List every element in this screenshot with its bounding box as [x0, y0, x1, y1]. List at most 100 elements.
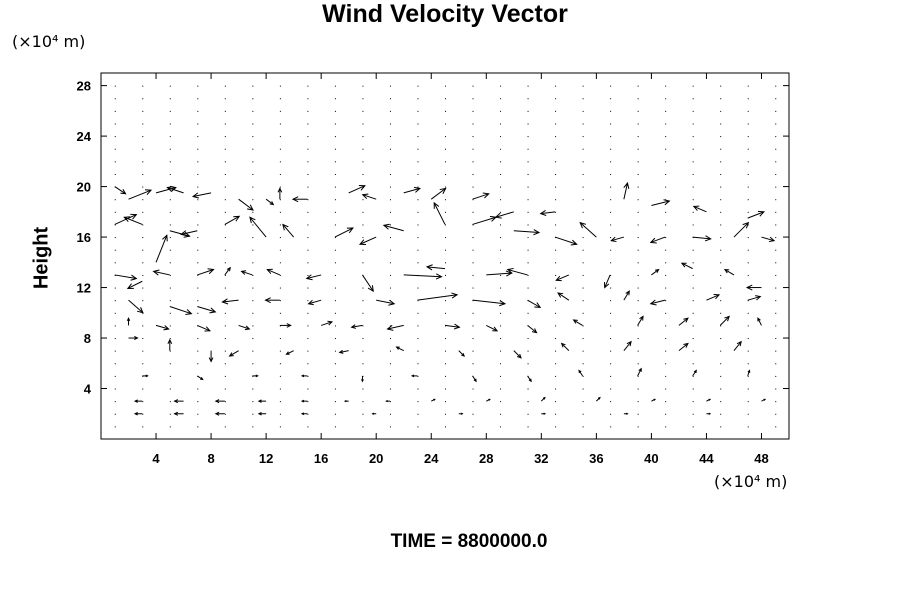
calm-dot	[389, 237, 391, 239]
wind-vector	[678, 342, 689, 352]
calm-dot	[775, 237, 777, 239]
calm-dot	[637, 401, 639, 403]
calm-dot	[555, 325, 557, 327]
calm-dot	[279, 199, 281, 201]
calm-dot	[307, 98, 309, 100]
wind-vector	[128, 189, 153, 200]
calm-dot	[417, 312, 419, 314]
calm-dot	[720, 287, 722, 289]
calm-dot	[417, 426, 419, 428]
calm-dot	[692, 413, 694, 415]
calm-dot	[362, 199, 364, 201]
calm-dot	[665, 413, 667, 415]
calm-dot	[445, 262, 446, 264]
x-axis-unit: (×10⁴ m)	[714, 472, 788, 491]
calm-dot	[389, 173, 391, 175]
calm-dot	[775, 85, 777, 87]
calm-dot	[775, 350, 777, 352]
calm-dot	[665, 300, 667, 302]
calm-dot	[279, 136, 281, 138]
calm-dot	[169, 350, 171, 352]
calm-dot	[665, 350, 667, 352]
wind-vector	[208, 350, 214, 363]
calm-dot	[142, 161, 144, 163]
wind-vector	[382, 223, 404, 232]
calm-dot	[637, 211, 639, 213]
calm-dot	[500, 413, 502, 415]
wind-vector	[761, 236, 776, 243]
calm-dot	[169, 123, 171, 125]
calm-dot	[665, 110, 667, 112]
calm-dot	[527, 211, 529, 213]
calm-dot	[582, 136, 584, 138]
wind-vector	[506, 267, 528, 276]
calm-dot	[720, 249, 722, 251]
calm-dot	[775, 148, 777, 150]
calm-dot	[114, 375, 116, 377]
calm-dot	[582, 375, 584, 377]
calm-dot	[692, 338, 694, 340]
calm-dot	[279, 173, 281, 175]
calm-dot	[334, 237, 336, 239]
calm-dot	[252, 110, 254, 112]
calm-dot	[307, 413, 309, 415]
wind-vector	[706, 412, 712, 415]
calm-dot	[417, 237, 419, 239]
calm-dot	[197, 312, 199, 314]
wind-vector	[472, 215, 498, 225]
calm-dot	[389, 199, 391, 201]
calm-dot	[555, 300, 557, 302]
calm-dot	[252, 186, 254, 188]
calm-dot	[142, 413, 144, 415]
calm-dot	[582, 426, 584, 428]
calm-dot	[224, 98, 226, 100]
calm-dot	[142, 312, 144, 314]
wind-vector	[348, 185, 366, 194]
calm-dot	[334, 173, 336, 175]
calm-dot	[279, 161, 281, 163]
x-tick-label: 12	[259, 451, 273, 466]
calm-dot	[747, 274, 749, 276]
calm-dot	[500, 211, 502, 213]
calm-dot	[692, 388, 694, 390]
calm-dot	[417, 350, 419, 352]
wind-vector	[173, 399, 184, 404]
calm-dot	[389, 85, 391, 87]
calm-dot	[445, 85, 446, 87]
calm-dot	[169, 136, 171, 138]
calm-dot	[362, 287, 364, 289]
calm-dot	[555, 413, 557, 415]
calm-dot	[307, 338, 309, 340]
calm-dot	[389, 98, 391, 100]
calm-dot	[527, 312, 529, 314]
calm-dot	[445, 300, 446, 302]
calm-dot	[279, 413, 281, 415]
calm-dot	[472, 173, 474, 175]
calm-dot	[747, 199, 749, 201]
calm-dot	[417, 211, 419, 213]
wind-vector	[692, 205, 707, 213]
calm-dot	[142, 199, 144, 201]
calm-dot	[665, 338, 667, 340]
calm-dot	[582, 110, 584, 112]
calm-dot	[555, 173, 557, 175]
wind-vector	[264, 297, 280, 304]
wind-vector	[214, 399, 225, 404]
wind-vector	[723, 268, 735, 276]
calm-dot	[445, 199, 446, 201]
calm-dot	[142, 237, 144, 239]
calm-dot	[555, 274, 557, 276]
calm-dot	[472, 98, 474, 100]
calm-dot	[692, 274, 694, 276]
calm-dot	[169, 413, 171, 415]
calm-dot	[307, 375, 309, 377]
wind-vector	[265, 198, 275, 206]
calm-dot	[747, 413, 749, 415]
wind-vector	[224, 215, 241, 225]
wind-vector	[403, 273, 443, 280]
calm-dot	[362, 363, 364, 365]
calm-dot	[197, 413, 199, 415]
calm-dot	[142, 224, 144, 226]
calm-dot	[362, 136, 364, 138]
calm-dot	[417, 413, 419, 415]
